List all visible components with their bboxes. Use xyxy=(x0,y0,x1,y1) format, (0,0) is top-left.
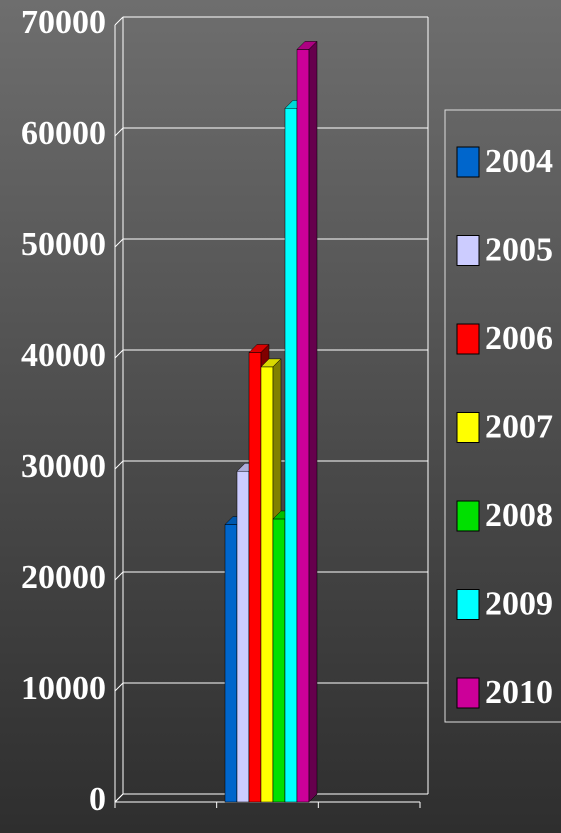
legend-label: 2009 xyxy=(485,585,553,622)
legend-swatch xyxy=(456,146,480,178)
y-tick-label: 0 xyxy=(89,781,106,818)
bar xyxy=(272,518,286,803)
grid-line-side xyxy=(114,349,124,359)
legend-label: 2010 xyxy=(485,674,553,711)
y-tick-label: 60000 xyxy=(21,115,106,152)
bar xyxy=(284,108,298,803)
bar xyxy=(296,49,310,803)
y-tick-label: 30000 xyxy=(21,448,106,485)
bar xyxy=(260,366,274,803)
legend-swatch xyxy=(456,323,480,355)
bar xyxy=(248,352,262,803)
y-tick-label: 70000 xyxy=(21,4,106,41)
legend-swatch xyxy=(456,235,480,266)
legend-box xyxy=(444,109,561,723)
grid-line-side xyxy=(114,571,124,581)
grid-line-side xyxy=(114,127,124,137)
y-tick-label: 50000 xyxy=(21,226,106,263)
legend-label: 2004 xyxy=(485,143,553,180)
legend-swatch xyxy=(456,589,480,620)
y-tick-label: 20000 xyxy=(21,559,106,596)
bar xyxy=(224,524,238,803)
y-tick-label: 10000 xyxy=(21,670,106,707)
grid-line-side xyxy=(114,793,124,803)
bar-side xyxy=(308,40,318,803)
legend-label: 2007 xyxy=(485,408,553,445)
grid-line-side xyxy=(114,16,124,26)
y-tick-label: 40000 xyxy=(21,337,106,374)
bar xyxy=(236,470,250,803)
grid-line-side xyxy=(114,682,124,692)
grid-line-side xyxy=(114,238,124,248)
legend-swatch xyxy=(456,500,480,532)
legend-label: 2008 xyxy=(485,497,553,534)
legend-label: 2006 xyxy=(485,320,553,357)
legend-label: 2005 xyxy=(485,231,553,268)
grid-line-side xyxy=(114,460,124,470)
legend-swatch xyxy=(456,677,480,709)
legend-swatch xyxy=(456,412,480,443)
